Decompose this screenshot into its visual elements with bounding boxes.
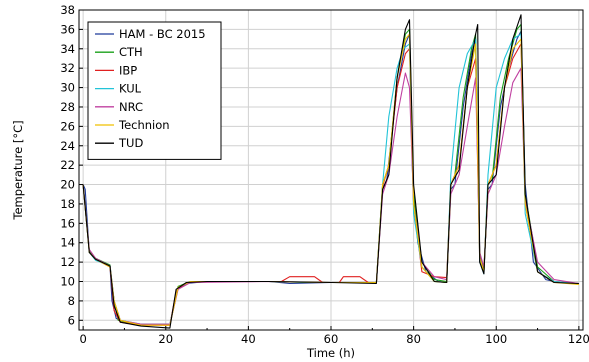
x-tick-label: 100 xyxy=(485,332,507,346)
x-tick-label: 0 xyxy=(79,332,86,346)
y-tick-label: 22 xyxy=(60,158,75,172)
legend-entry: NRC xyxy=(119,100,143,114)
y-tick-label: 6 xyxy=(68,313,75,327)
series-lines xyxy=(82,14,579,329)
legend-entry: TUD xyxy=(118,136,143,150)
y-tick-label: 18 xyxy=(60,197,75,211)
y-tick-label: 30 xyxy=(60,81,75,95)
x-tick-label: 40 xyxy=(241,332,256,346)
y-tick-label: 20 xyxy=(60,178,75,192)
legend-entry: KUL xyxy=(119,82,142,96)
y-tick-label: 34 xyxy=(60,42,75,56)
x-tick-label: 20 xyxy=(158,332,173,346)
y-tick-label: 16 xyxy=(60,216,75,230)
x-tick-label: 120 xyxy=(568,332,589,346)
x-tick-label: 60 xyxy=(324,332,339,346)
y-tick-label: 26 xyxy=(60,119,75,133)
legend: HAM - BC 2015 CTH IBP KUL NRC Technion TUD xyxy=(87,21,222,160)
legend-entry: HAM - BC 2015 xyxy=(119,27,206,41)
y-tick-label: 14 xyxy=(60,236,75,250)
y-tick-label: 24 xyxy=(60,139,75,153)
y-tick-label: 36 xyxy=(60,22,75,36)
legend-box xyxy=(87,21,222,160)
legend-entry: IBP xyxy=(119,63,137,77)
grid xyxy=(79,9,583,330)
y-tick-label: 12 xyxy=(60,255,75,269)
y-tick-label: 38 xyxy=(60,3,75,17)
y-tick-label: 32 xyxy=(60,61,75,75)
axis-ticks: 0 20 40 60 80 100 120 6 8 10 12 14 16 18 20 22 24 26 28 30 3… xyxy=(60,3,589,346)
x-tick-label: 80 xyxy=(406,332,421,346)
y-tick-label: 8 xyxy=(68,294,75,308)
y-axis-label: Temperature [°C] xyxy=(11,120,25,220)
series-line-6 xyxy=(82,14,579,329)
y-tick-label: 28 xyxy=(60,100,75,114)
x-axis-label: Time (h) xyxy=(306,346,355,360)
y-tick-label: 10 xyxy=(60,275,75,289)
legend-entry: Technion xyxy=(118,118,170,132)
legend-entry: CTH xyxy=(119,45,143,59)
